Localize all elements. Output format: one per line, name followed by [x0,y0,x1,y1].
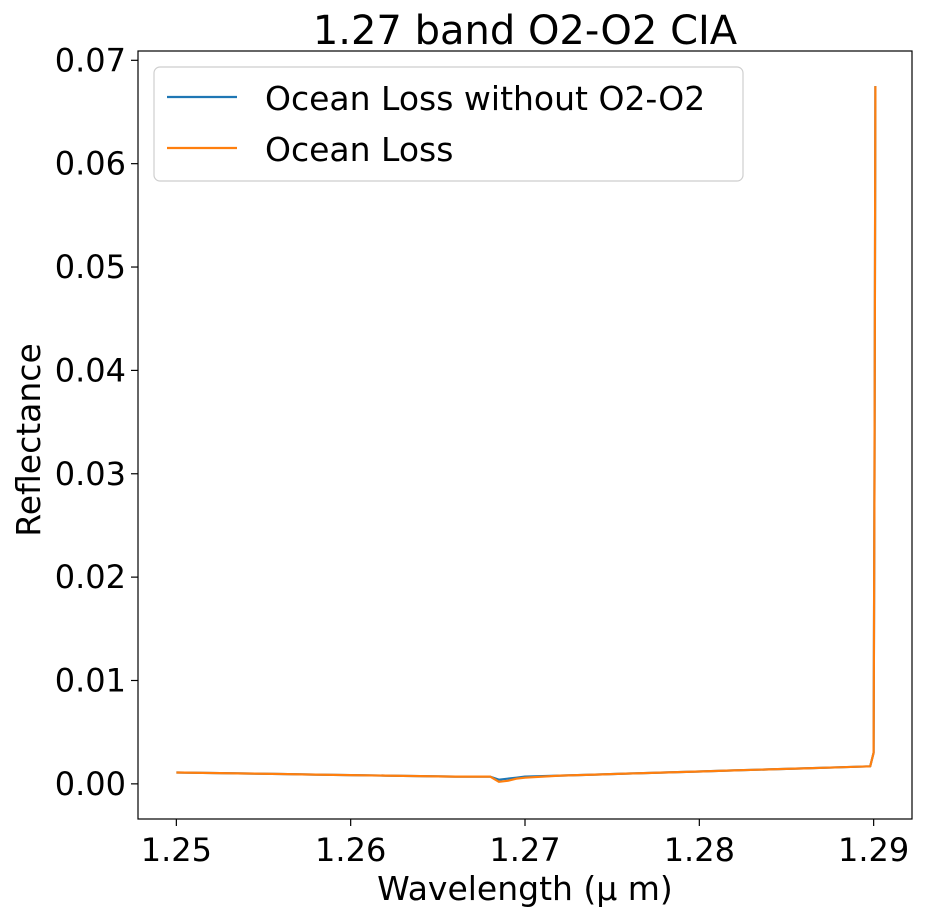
y-tick-label: 0.05 [55,248,126,286]
legend-frame [153,66,744,182]
legend: Ocean Loss without O2-O2 Ocean Loss [153,66,744,182]
chart-title: 1.27 band O2-O2 CIA [313,8,738,54]
y-axis-label: Reflectance [9,343,48,537]
x-tick-label: 1.27 [489,831,560,869]
series-line-2 [176,86,877,783]
y-tick-label: 0.01 [55,661,126,699]
y-tick-label: 0.04 [55,351,126,389]
x-axis: 1.25 1.26 1.27 1.28 1.29 [141,819,909,869]
x-tick-label: 1.29 [838,831,909,869]
y-tick-label: 0.06 [55,145,126,183]
x-tick-label: 1.26 [315,831,386,869]
x-tick-label: 1.28 [664,831,735,869]
y-tick-label: 0.02 [55,558,126,596]
y-axis: 0.00 0.01 0.02 0.03 0.04 0.05 0.06 0.07 [55,41,138,803]
x-tick-label: 1.25 [141,831,212,869]
series-group [176,86,877,783]
x-axis-label: Wavelength (μ m) [377,869,673,908]
legend-label-series-1: Ocean Loss without O2-O2 [265,79,705,118]
y-tick-label: 0.03 [55,455,126,493]
y-tick-label: 0.00 [55,765,126,803]
legend-label-series-2: Ocean Loss [265,130,453,169]
y-tick-label: 0.07 [55,41,126,79]
